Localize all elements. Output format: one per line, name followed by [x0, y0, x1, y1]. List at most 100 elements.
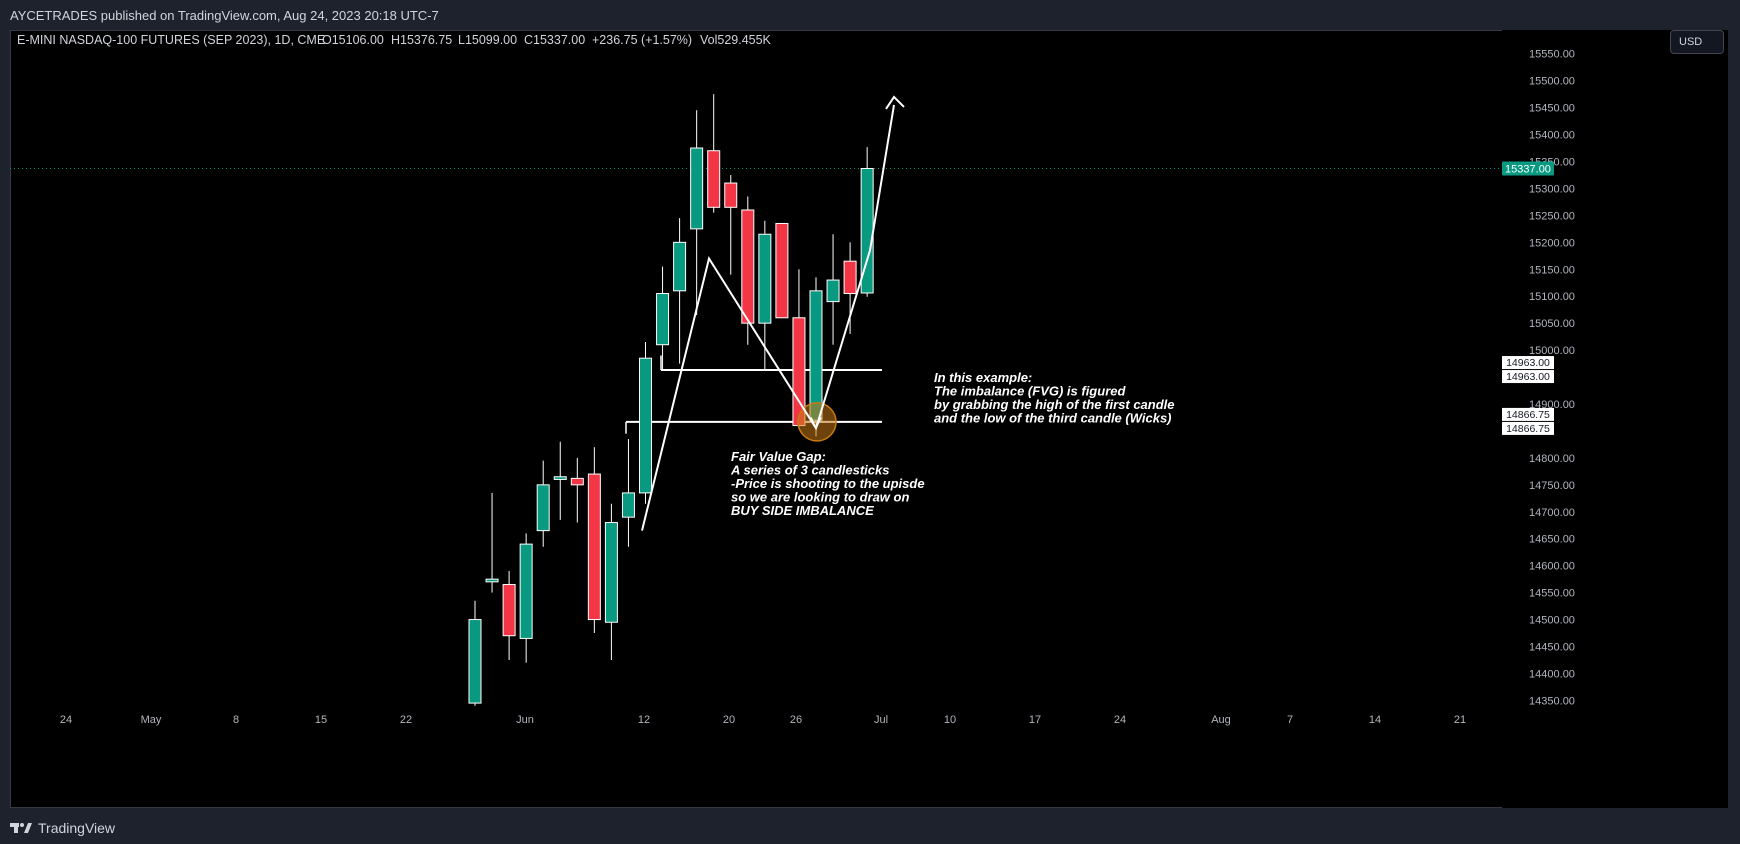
candle[interactable] [775, 222, 789, 319]
tradingview-brand: TradingView [38, 820, 116, 836]
annotations: Fair Value Gap:A series of 3 candlestick… [730, 370, 1175, 518]
legend-symbol: E-MINI NASDAQ-100 FUTURES (SEP 2023), 1D… [17, 33, 325, 47]
price-chart[interactable]: E-MINI NASDAQ-100 FUTURES (SEP 2023), 1D… [10, 30, 1728, 808]
x-tick-label: 15 [315, 714, 327, 726]
tradingview-logo-icon [10, 823, 32, 833]
candle[interactable] [604, 503, 618, 660]
legend-volume: Vol529.455K [700, 33, 772, 47]
y-tick-label: 15250.00 [1529, 210, 1575, 222]
y-tick-label: 15000.00 [1529, 345, 1575, 357]
annotation-line: BUY SIDE IMBALANCE [731, 503, 874, 518]
annotation-line: by grabbing the high of the first candle [934, 397, 1175, 412]
y-tick-label: 14450.00 [1529, 642, 1575, 654]
y-tick-label: 15500.00 [1529, 76, 1575, 88]
candle-body [570, 477, 584, 486]
y-tick-label: 14800.00 [1529, 453, 1575, 465]
candle[interactable] [724, 174, 738, 275]
arrow-head [885, 95, 905, 110]
candle-body [826, 279, 840, 303]
level-badge [1502, 370, 1554, 384]
candle-body [673, 241, 687, 292]
chart-pane[interactable] [10, 30, 1728, 808]
candle-body [741, 209, 755, 324]
candle-body [809, 290, 823, 421]
annotation-line: A series of 3 candlesticks [730, 463, 890, 478]
candle-body [468, 619, 482, 704]
candle-body [758, 233, 772, 324]
y-tick-label: 14350.00 [1529, 695, 1575, 707]
candle-body [724, 182, 738, 208]
tradingview-logo[interactable]: TradingView [10, 820, 115, 836]
candle-body [536, 484, 550, 532]
annotation-line: and the low of the third candle (Wicks) [934, 411, 1172, 426]
candle[interactable] [468, 600, 482, 706]
candle-body [519, 543, 533, 639]
candle[interactable] [656, 266, 670, 369]
y-tick-label: 14600.00 [1529, 561, 1575, 573]
candle[interactable] [809, 277, 823, 437]
candle[interactable] [690, 110, 704, 316]
x-tick-label: 24 [60, 714, 72, 726]
y-tick-label: 14400.00 [1529, 668, 1575, 680]
x-tick-label: 10 [944, 714, 956, 726]
candle-body [621, 492, 635, 518]
x-tick-label: 17 [1029, 714, 1041, 726]
time-axis[interactable]: 24 May 8 15 22 Jun 12 20 26 Jul 10 17 24 Aug 7 14 21 [60, 714, 1466, 726]
publish-header: AYCETRADES published on TradingView.com,… [0, 0, 1740, 30]
x-tick-label: 12 [638, 714, 650, 726]
y-tick-label: 15150.00 [1529, 264, 1575, 276]
y-tick-label: 15300.00 [1529, 183, 1575, 195]
candle[interactable] [860, 147, 874, 297]
price-axis[interactable]: 15550.0015500.0015450.0015400.0015350.00… [1502, 30, 1728, 808]
level-badge [1502, 356, 1554, 370]
candle[interactable] [536, 460, 550, 547]
y-tick-label: 15100.00 [1529, 291, 1575, 303]
candle-body [707, 150, 721, 208]
footer: TradingView [0, 812, 1740, 844]
x-tick-label: 7 [1287, 714, 1293, 726]
candle-body [775, 222, 789, 319]
candle-body [843, 260, 857, 295]
level-badge [1502, 421, 1554, 435]
candle[interactable] [587, 447, 601, 634]
currency-button[interactable]: USD [1670, 30, 1724, 54]
candle[interactable] [570, 457, 584, 523]
candle[interactable] [741, 196, 755, 345]
candle[interactable] [502, 571, 516, 660]
candle-body [587, 473, 601, 621]
x-tick-label: Jun [516, 714, 534, 726]
example-note: In this example:The imbalance (FVG) is f… [934, 370, 1175, 426]
last-price-badge [1502, 161, 1554, 176]
candle-body [604, 522, 618, 623]
fvg-note: Fair Value Gap:A series of 3 candlestick… [730, 449, 925, 518]
legend-low: L15099.00 [458, 33, 517, 47]
candle[interactable] [826, 234, 840, 345]
x-tick-label: 20 [723, 714, 735, 726]
legend-close: C15337.00 [524, 33, 585, 47]
annotation-line: so we are looking to draw on [731, 490, 909, 505]
y-tick-label: 15200.00 [1529, 237, 1575, 249]
candle-body [639, 357, 652, 494]
candle[interactable] [639, 342, 652, 504]
candle[interactable] [707, 94, 721, 213]
candle-body [656, 293, 670, 346]
candle[interactable] [673, 218, 687, 364]
y-tick-label: 14700.00 [1529, 507, 1575, 519]
y-tick-label: 14750.00 [1529, 480, 1575, 492]
candle[interactable] [519, 533, 533, 663]
candle[interactable] [553, 441, 567, 520]
candle[interactable] [843, 242, 857, 334]
candle[interactable] [621, 439, 635, 547]
candle[interactable] [485, 492, 499, 593]
candle[interactable] [758, 220, 772, 369]
legend-high: H15376.75 [391, 33, 452, 47]
y-tick-label: 15550.00 [1529, 49, 1575, 61]
candle-body [553, 476, 567, 480]
x-tick-label: 8 [233, 714, 239, 726]
candle[interactable] [792, 269, 806, 429]
y-tick-label: 14650.00 [1529, 534, 1575, 546]
y-tick-label: 15050.00 [1529, 318, 1575, 330]
candle-body [502, 584, 516, 637]
candles[interactable] [468, 94, 874, 706]
legend-change: +236.75 (+1.57%) [592, 33, 692, 47]
